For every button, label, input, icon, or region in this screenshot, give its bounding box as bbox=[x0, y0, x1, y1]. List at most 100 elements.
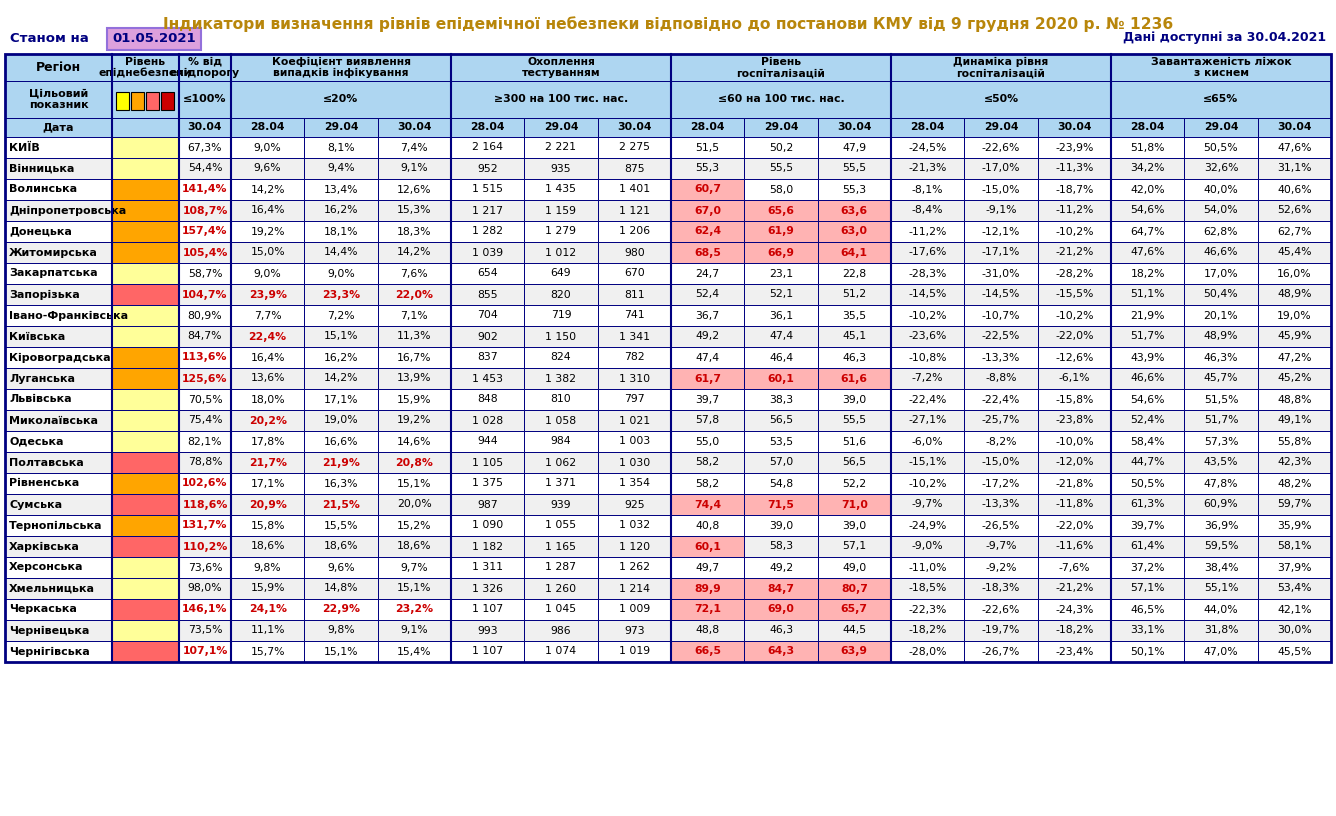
Bar bbox=[744, 221, 818, 242]
Bar bbox=[818, 452, 891, 473]
Bar bbox=[818, 578, 891, 599]
Bar bbox=[524, 410, 597, 431]
Bar bbox=[965, 431, 1038, 452]
Text: 56,5: 56,5 bbox=[770, 415, 794, 425]
Bar bbox=[597, 326, 671, 347]
Bar bbox=[1038, 599, 1112, 620]
Text: 113,6%: 113,6% bbox=[182, 353, 227, 362]
Bar bbox=[1112, 515, 1184, 536]
Bar bbox=[597, 221, 671, 242]
Text: Дані доступні за 30.04.2021: Дані доступні за 30.04.2021 bbox=[1122, 32, 1327, 45]
Bar bbox=[1257, 494, 1331, 515]
Bar bbox=[891, 200, 965, 221]
Text: 16,2%: 16,2% bbox=[323, 206, 358, 215]
Bar bbox=[5, 118, 112, 137]
Text: 46,6%: 46,6% bbox=[1130, 374, 1165, 384]
Bar bbox=[452, 452, 524, 473]
Text: -10,2%: -10,2% bbox=[1055, 227, 1094, 237]
Bar bbox=[1184, 641, 1257, 662]
Text: 1 058: 1 058 bbox=[545, 415, 577, 425]
Text: 820: 820 bbox=[550, 290, 572, 299]
Bar bbox=[744, 515, 818, 536]
Bar bbox=[818, 284, 891, 305]
Text: Дата: Дата bbox=[43, 122, 75, 132]
Text: Волинська: Волинська bbox=[9, 184, 77, 194]
Text: 47,4: 47,4 bbox=[770, 331, 794, 342]
Bar bbox=[305, 368, 378, 389]
Bar bbox=[305, 599, 378, 620]
Text: 67,0: 67,0 bbox=[695, 206, 721, 215]
Bar bbox=[179, 137, 231, 158]
Bar bbox=[1112, 578, 1184, 599]
Bar bbox=[1184, 389, 1257, 410]
Text: 29.04: 29.04 bbox=[544, 122, 578, 132]
Bar bbox=[305, 641, 378, 662]
Bar bbox=[671, 242, 744, 263]
Text: Сумська: Сумська bbox=[9, 499, 63, 509]
Text: 61,3%: 61,3% bbox=[1130, 499, 1165, 509]
Bar bbox=[1112, 431, 1184, 452]
Text: Житомирська: Житомирська bbox=[9, 247, 98, 258]
Bar bbox=[1038, 179, 1112, 200]
Text: -24,3%: -24,3% bbox=[1055, 605, 1094, 614]
Text: 62,4: 62,4 bbox=[695, 227, 721, 237]
Text: 53,5: 53,5 bbox=[770, 437, 794, 446]
Bar bbox=[597, 578, 671, 599]
Text: 40,6%: 40,6% bbox=[1277, 184, 1312, 194]
Bar bbox=[1184, 599, 1257, 620]
Bar bbox=[1257, 452, 1331, 473]
Bar bbox=[891, 494, 965, 515]
Text: 47,8%: 47,8% bbox=[1204, 478, 1238, 489]
Text: 60,1: 60,1 bbox=[768, 374, 795, 384]
Text: Закарпатська: Закарпатська bbox=[9, 268, 98, 278]
Bar bbox=[179, 118, 231, 137]
Text: -10,8%: -10,8% bbox=[908, 353, 947, 362]
Bar bbox=[452, 200, 524, 221]
Bar bbox=[1112, 158, 1184, 179]
Text: -10,2%: -10,2% bbox=[1055, 311, 1094, 321]
Bar bbox=[1184, 137, 1257, 158]
Bar bbox=[5, 599, 112, 620]
Text: -22,4%: -22,4% bbox=[982, 394, 1021, 405]
Bar bbox=[744, 431, 818, 452]
Text: 45,7%: 45,7% bbox=[1204, 374, 1238, 384]
Bar bbox=[965, 368, 1038, 389]
Bar bbox=[1038, 137, 1112, 158]
Bar bbox=[179, 81, 231, 118]
Text: -18,5%: -18,5% bbox=[908, 583, 947, 593]
Bar bbox=[965, 410, 1038, 431]
Text: 837: 837 bbox=[477, 353, 498, 362]
Text: 7,2%: 7,2% bbox=[327, 311, 355, 321]
Bar bbox=[231, 284, 305, 305]
Bar bbox=[818, 118, 891, 137]
Text: -10,2%: -10,2% bbox=[908, 311, 947, 321]
Text: 1 262: 1 262 bbox=[619, 562, 649, 573]
Text: 105,4%: 105,4% bbox=[182, 247, 227, 258]
Bar bbox=[1038, 452, 1112, 473]
Bar bbox=[112, 431, 179, 452]
Text: 50,4%: 50,4% bbox=[1204, 290, 1238, 299]
Bar bbox=[1038, 389, 1112, 410]
Text: 58,3: 58,3 bbox=[770, 542, 794, 552]
Bar bbox=[671, 452, 744, 473]
Bar bbox=[671, 620, 744, 641]
Text: -15,8%: -15,8% bbox=[1055, 394, 1094, 405]
Bar bbox=[1112, 137, 1184, 158]
Text: 53,4%: 53,4% bbox=[1277, 583, 1312, 593]
Text: 28.04: 28.04 bbox=[1130, 122, 1165, 132]
Bar bbox=[305, 263, 378, 284]
Text: ≤50%: ≤50% bbox=[983, 95, 1018, 104]
Bar bbox=[452, 81, 671, 118]
Bar bbox=[1184, 620, 1257, 641]
Bar bbox=[1112, 410, 1184, 431]
Text: 649: 649 bbox=[550, 268, 572, 278]
Text: 993: 993 bbox=[477, 626, 498, 636]
Text: 84,7%: 84,7% bbox=[188, 331, 222, 342]
Text: 704: 704 bbox=[477, 311, 498, 321]
Bar bbox=[179, 242, 231, 263]
Text: -28,3%: -28,3% bbox=[908, 268, 947, 278]
Text: 54,8: 54,8 bbox=[770, 478, 794, 489]
Bar bbox=[891, 452, 965, 473]
Bar bbox=[818, 305, 891, 326]
Bar bbox=[597, 389, 671, 410]
